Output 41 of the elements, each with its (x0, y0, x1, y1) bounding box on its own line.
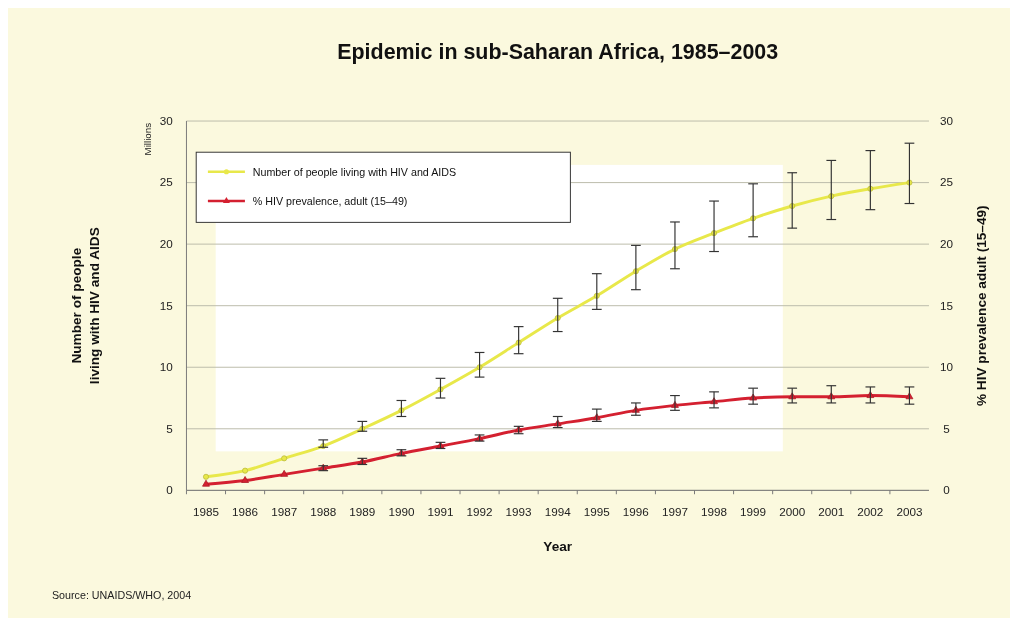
y2-axis-title: % HIV prevalence adult (15–49) (973, 205, 989, 407)
legend-label: % HIV prevalence, adult (15–49) (252, 194, 408, 207)
y2-tick-label: 15 (940, 298, 954, 312)
y-tick-label: 15 (159, 298, 174, 312)
x-tick-label: 1995 (583, 504, 611, 518)
y-tick-label: 25 (159, 175, 174, 189)
x-tick-label: 1988 (310, 504, 337, 518)
source-note: Source: UNAIDS/WHO, 2004 (51, 588, 192, 601)
x-tick-label: 1990 (388, 504, 415, 518)
y-tick-label: 20 (159, 237, 174, 251)
x-tick-label: 1993 (505, 504, 532, 518)
x-tick-label: 2002 (857, 504, 884, 518)
text: Millions (142, 122, 154, 156)
y2-tick-label: 20 (940, 237, 954, 251)
chart-title: Epidemic in sub-Saharan Africa, 1985–2003 (337, 39, 779, 64)
x-tick-label: 2000 (779, 504, 806, 518)
x-tick-label: 1991 (427, 504, 454, 518)
x-tick-label: 1996 (622, 504, 649, 518)
y2-tick-label: 0 (943, 483, 951, 497)
x-axis-title: Year (543, 538, 573, 554)
legend-label: Number of people living with HIV and AIDS (252, 165, 457, 178)
x-tick-label: 2001 (818, 504, 845, 518)
y2-tick-label: 25 (940, 175, 954, 189)
y-tick-label: 0 (166, 483, 174, 497)
x-tick-label: 1985 (192, 504, 220, 518)
x-tick-label: 1992 (466, 504, 493, 518)
y2-tick-label: 30 (940, 113, 954, 127)
y-axis-title: Number of people living with HIV and AIDS (69, 227, 102, 385)
y2-tick-label: 10 (940, 360, 954, 374)
y-tick-label: 30 (159, 113, 174, 127)
x-tick-label: 1987 (271, 504, 298, 518)
y-tick-label: 10 (159, 360, 174, 374)
x-tick-label: 1989 (349, 504, 376, 518)
x-tick-label: 1997 (661, 504, 688, 518)
x-tick-label: 1998 (701, 504, 728, 518)
y-tick-label: 5 (166, 421, 174, 435)
x-tick-label: 1986 (232, 504, 259, 518)
x-tick-label: 1999 (740, 504, 767, 518)
x-tick-label: 1994 (544, 504, 572, 518)
x-tick-label: 2003 (896, 504, 923, 518)
y2-tick-label: 5 (943, 421, 951, 435)
